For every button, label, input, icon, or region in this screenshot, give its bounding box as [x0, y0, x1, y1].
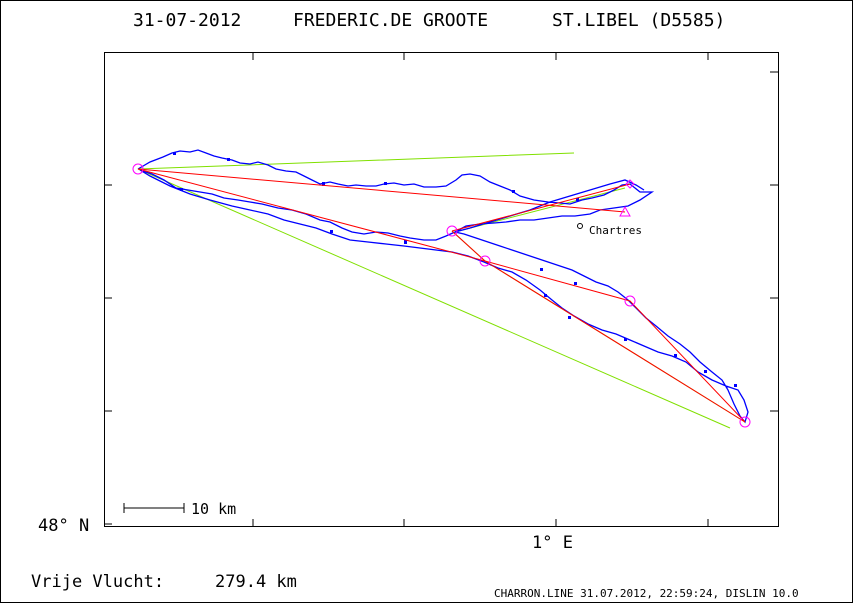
latitude-label: 48° N — [38, 516, 89, 536]
longitude-label: 1° E — [532, 533, 573, 553]
credit-line: CHARRON.LINE 31.07.2012, 22:59:24, DISLI… — [494, 587, 799, 600]
distance-label: Vrije Vlucht: — [31, 572, 164, 592]
scale-label: 10 km — [191, 500, 236, 518]
distance-value: 279.4 km — [215, 572, 297, 592]
turnpoint-icon — [132, 163, 144, 175]
flight-date: 31-07-2012 — [133, 10, 241, 31]
finish-triangle-icon — [619, 205, 631, 217]
plot-frame — [104, 52, 779, 527]
turnpoint-diamond-icon — [625, 179, 635, 189]
track-markers — [173, 152, 737, 387]
town-marker-icon — [577, 223, 583, 229]
turnpoint-icon — [479, 255, 491, 267]
glider-name: ST.LIBEL (D5585) — [552, 10, 725, 31]
turnpoints — [132, 163, 751, 428]
scale-bar — [123, 503, 185, 513]
turnpoint-icon — [739, 416, 751, 428]
town-label: Chartres — [589, 224, 642, 237]
optimized-route — [137, 152, 746, 429]
task-route — [137, 168, 746, 423]
gps-track — [137, 149, 749, 424]
pilot-name: FREDERIC.DE GROOTE — [293, 10, 488, 31]
turnpoint-icon — [624, 295, 636, 307]
turnpoint-icon — [446, 225, 458, 237]
